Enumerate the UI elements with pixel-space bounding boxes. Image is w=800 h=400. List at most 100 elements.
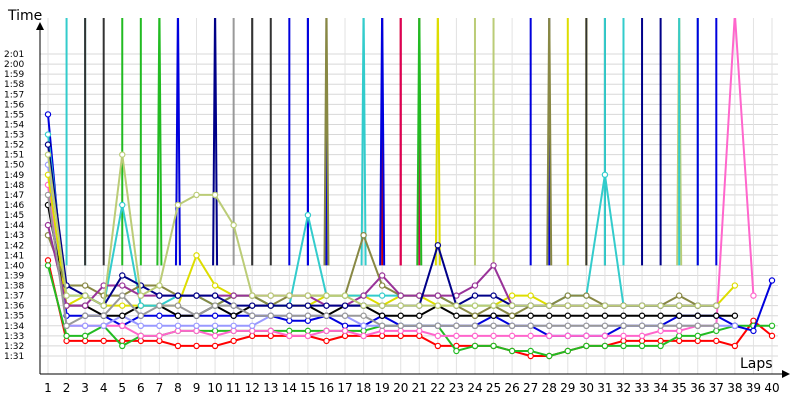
series-point-4: [230, 327, 237, 335]
series-point-11: [341, 302, 349, 309]
x-tick-label: 40: [764, 381, 779, 395]
y-tick-label: 1:37: [4, 292, 24, 302]
series-point-11: [119, 272, 126, 279]
series-point-11: [44, 141, 52, 148]
x-tick-label: 5: [118, 381, 126, 395]
series-point-10: [490, 262, 497, 269]
series-point-13: [434, 322, 442, 329]
series-point-4: [249, 327, 256, 335]
series-point-6: [397, 312, 404, 319]
y-axis-arrow: [36, 22, 44, 30]
series-point-2: [81, 332, 89, 340]
series-point-4: [119, 322, 126, 329]
y-tick-label: 1:39: [4, 271, 24, 281]
y-tick-label: 1:35: [4, 312, 24, 322]
series-point-4: [174, 327, 182, 335]
series-point-13: [44, 191, 52, 199]
x-tick-label: 14: [282, 381, 297, 395]
series-point-12: [546, 302, 553, 309]
series-point-13: [119, 292, 126, 299]
x-tick-label: 23: [449, 381, 464, 395]
spike-line: [360, 18, 367, 266]
x-tick-label: 21: [412, 381, 427, 395]
series-point-3: [286, 317, 293, 324]
spike-line: [212, 18, 219, 266]
series-point-12: [44, 151, 52, 158]
series-point-5: [174, 322, 182, 329]
series-point-2: [768, 322, 776, 329]
series-point-12: [211, 191, 219, 199]
series-point-4: [564, 332, 571, 340]
series-point-2: [564, 347, 571, 355]
y-tick-label: 1:38: [4, 282, 24, 292]
series-point-12: [434, 302, 442, 309]
series-point-2: [44, 262, 52, 269]
x-tick-label: 16: [319, 381, 334, 395]
series-point-11: [304, 302, 312, 309]
series-point-12: [304, 292, 312, 299]
x-tick-label: 24: [467, 381, 482, 395]
spike-line: [696, 18, 718, 266]
series-point-5: [731, 322, 739, 329]
series-point-12: [267, 292, 274, 299]
x-tick-label: 18: [356, 381, 371, 395]
x-tick-label: 36: [690, 381, 705, 395]
x-tick-label: 35: [672, 381, 687, 395]
y-tick-label: 1:51: [4, 151, 24, 161]
series-point-2: [694, 332, 701, 340]
series-point-13: [416, 322, 423, 329]
series-point-11: [286, 302, 293, 309]
spike-line: [546, 18, 553, 266]
series-point-10: [378, 272, 386, 279]
series-point-7: [193, 252, 200, 259]
series-point-12: [416, 302, 423, 309]
y-tick-label: 1:53: [4, 131, 24, 141]
series-line-6: [47, 204, 735, 317]
x-tick-label: 31: [597, 381, 612, 395]
x-axis-arrow: [782, 370, 790, 378]
series-point-12: [119, 151, 126, 158]
series-point-1: [657, 337, 664, 345]
series-point-3: [211, 312, 219, 319]
series-point-6: [713, 312, 720, 319]
series-point-3: [156, 312, 163, 319]
y-tick-label: 1:50: [4, 161, 24, 171]
series-point-1: [323, 337, 330, 345]
y-tick-label: 1:34: [4, 322, 24, 332]
series-point-1: [731, 342, 739, 350]
series-point-13: [713, 322, 720, 329]
series-point-1: [638, 337, 646, 345]
x-tick-label: 15: [300, 381, 315, 395]
series-point-13: [564, 322, 571, 329]
series-point-4: [508, 332, 516, 340]
y-tick-label: 1:58: [4, 80, 24, 90]
x-axis-title: Laps: [740, 356, 773, 372]
series-point-13: [211, 302, 219, 309]
series-point-1: [750, 317, 757, 324]
series-line-1: [47, 260, 773, 357]
series-point-3: [341, 322, 349, 329]
y-tick-label: 1:47: [4, 191, 24, 201]
series-point-4: [360, 332, 367, 340]
x-tick-label: 25: [486, 381, 501, 395]
series-point-2: [527, 347, 534, 355]
x-tick-label: 11: [226, 381, 241, 395]
series-point-1: [378, 332, 386, 340]
series-point-8: [119, 201, 126, 209]
x-tick-label: 20: [393, 381, 408, 395]
series-point-12: [360, 302, 367, 309]
series-point-3: [768, 277, 776, 284]
series-point-13: [63, 322, 70, 329]
series-point-1: [341, 332, 349, 340]
series-point-13: [267, 312, 274, 319]
y-tick-label: 1:32: [4, 342, 24, 352]
series-point-6: [583, 312, 590, 319]
y-tick-label: 1:36: [4, 302, 24, 312]
series-point-6: [638, 312, 646, 319]
series-point-13: [378, 322, 386, 329]
series-point-6: [527, 312, 534, 319]
x-tick-label: 34: [653, 381, 668, 395]
series-point-13: [230, 302, 237, 309]
series-point-13: [193, 312, 200, 319]
